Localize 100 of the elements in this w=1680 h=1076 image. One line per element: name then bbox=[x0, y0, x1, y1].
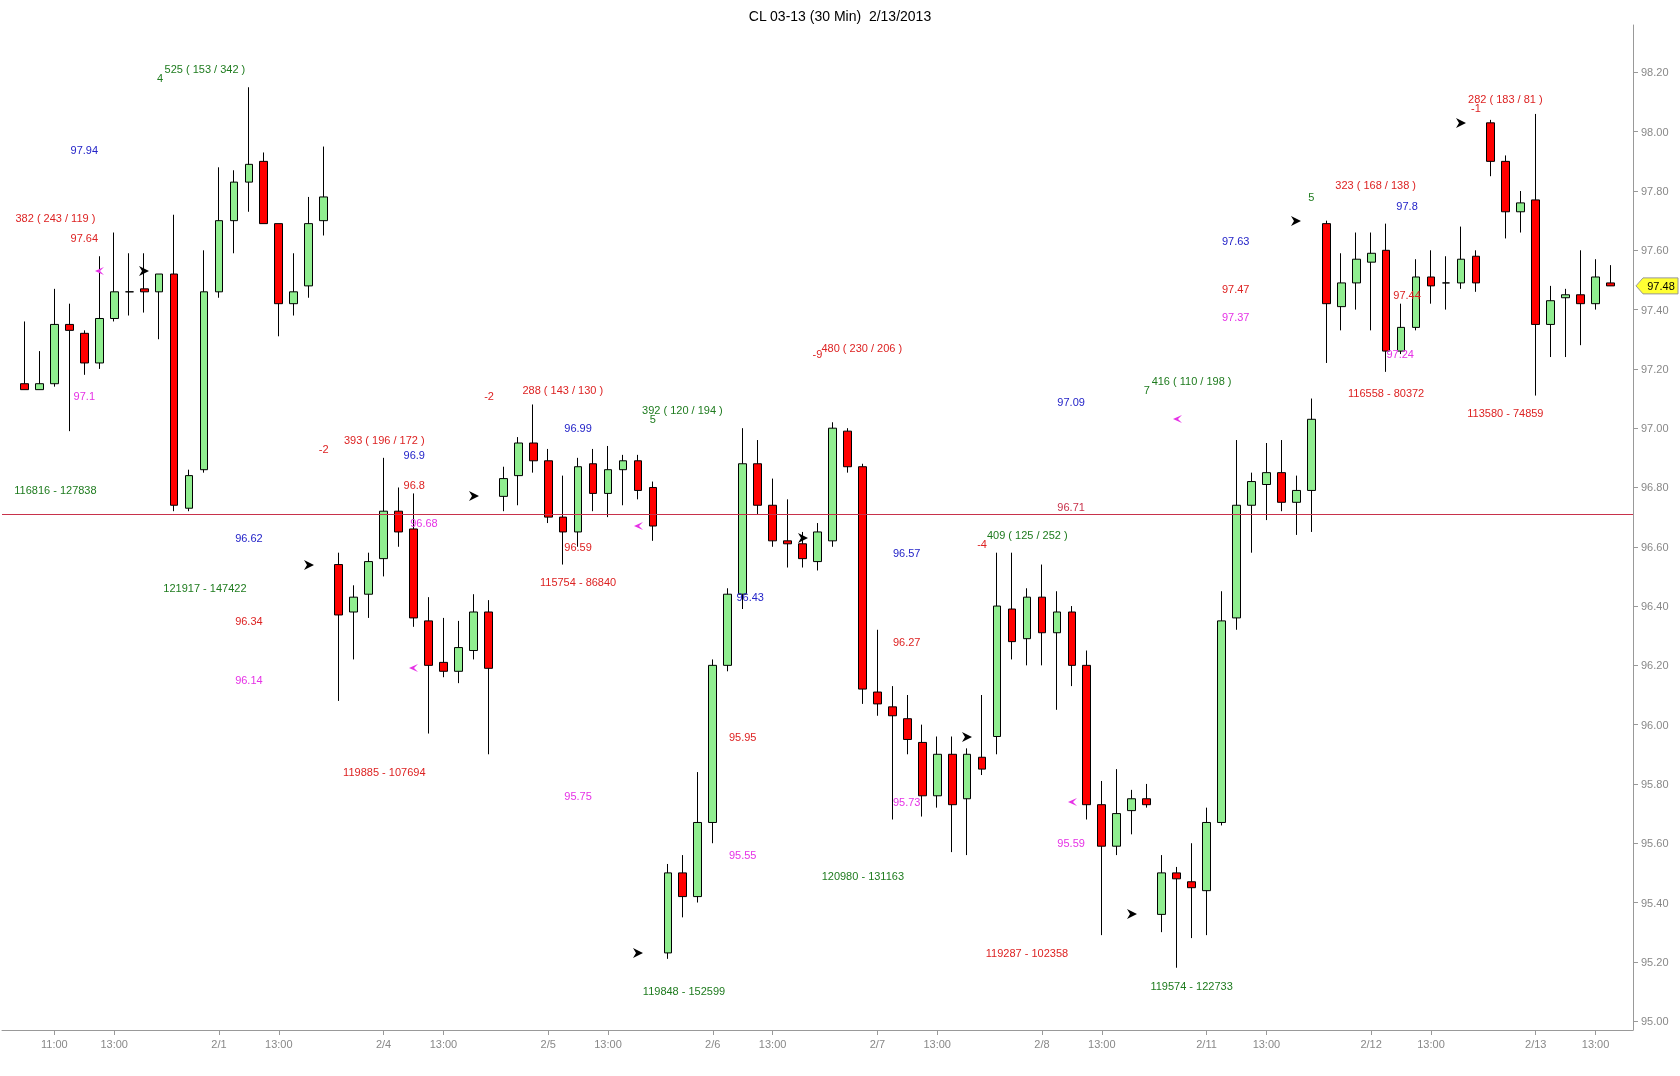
candlestick bbox=[858, 463, 867, 705]
annotation: 4 bbox=[156, 72, 164, 85]
x-tick-label: 2/6 bbox=[705, 1037, 721, 1050]
candlestick bbox=[1516, 190, 1525, 234]
candlestick bbox=[873, 629, 882, 717]
candlestick bbox=[379, 457, 388, 577]
candlestick bbox=[1142, 783, 1151, 809]
candlestick bbox=[753, 439, 762, 515]
candlestick bbox=[933, 736, 942, 809]
candlestick bbox=[1097, 780, 1106, 936]
candlestick bbox=[604, 445, 612, 518]
y-tick-label: 95.80 bbox=[1641, 777, 1669, 790]
candlestick bbox=[1322, 220, 1331, 364]
candlestick bbox=[723, 587, 732, 672]
annotation: 95.55 bbox=[728, 849, 757, 862]
candlestick bbox=[1531, 113, 1540, 397]
annotation: 382 ( 243 / 119 ) bbox=[15, 211, 96, 224]
y-tick-label: 95.40 bbox=[1641, 896, 1669, 909]
y-tick-label: 96.60 bbox=[1641, 540, 1669, 553]
candlestick bbox=[978, 694, 986, 776]
candlestick bbox=[1427, 249, 1435, 305]
candlestick bbox=[649, 481, 657, 542]
x-tick-label: 13:00 bbox=[265, 1037, 293, 1050]
y-tick-label: 96.40 bbox=[1641, 600, 1669, 613]
candlestick bbox=[768, 478, 777, 548]
annotation: 95.59 bbox=[1057, 837, 1085, 850]
annotation: 116816 - 127838 bbox=[14, 484, 97, 497]
x-tick-label: 2/4 bbox=[375, 1037, 392, 1050]
candlestick bbox=[693, 771, 702, 904]
candlestick bbox=[783, 498, 792, 569]
candlestick bbox=[1591, 258, 1600, 311]
candlestick bbox=[1247, 472, 1256, 554]
candlestick bbox=[484, 599, 493, 755]
candlestick bbox=[1232, 439, 1241, 631]
annotation: 97.09 bbox=[1057, 395, 1085, 408]
annotation: 96.9 bbox=[403, 448, 425, 461]
y-tick-label: 97.40 bbox=[1641, 303, 1669, 316]
candlestick bbox=[95, 255, 104, 370]
x-tick-label: 13:00 bbox=[758, 1037, 787, 1050]
candlestick bbox=[1292, 475, 1301, 536]
y-tick-label: 98.00 bbox=[1641, 125, 1669, 138]
annotation: 119287 - 102358 bbox=[985, 946, 1069, 959]
annotation: -4 bbox=[977, 537, 987, 550]
candlestick bbox=[1606, 264, 1615, 287]
candlestick bbox=[20, 320, 29, 391]
annotation: 97.63 bbox=[1221, 235, 1250, 248]
x-tick-label: 13:00 bbox=[100, 1037, 128, 1050]
candlestick bbox=[155, 273, 163, 340]
y-tick-label: 98.20 bbox=[1641, 66, 1669, 79]
candlestick bbox=[619, 454, 627, 506]
x-tick-label: 13:00 bbox=[1088, 1037, 1116, 1050]
y-tick-label: 95.20 bbox=[1641, 955, 1669, 968]
candlestick bbox=[259, 151, 268, 225]
annotation: 5 bbox=[1308, 190, 1315, 203]
candlestick bbox=[1157, 854, 1166, 933]
annotation: 119848 - 152599 bbox=[642, 985, 726, 998]
candlestick bbox=[110, 232, 119, 322]
y-tick-label: 96.80 bbox=[1641, 481, 1669, 494]
candlestick bbox=[1023, 587, 1031, 666]
candlestick bbox=[215, 166, 223, 299]
candlestick bbox=[993, 552, 1001, 755]
x-tick-label: 2/13 bbox=[1525, 1037, 1547, 1050]
x-tick-label: 13:00 bbox=[1581, 1037, 1610, 1050]
x-tick-label: 13:00 bbox=[923, 1037, 951, 1050]
candlestick bbox=[499, 466, 508, 512]
x-tick-label: 2/12 bbox=[1360, 1037, 1382, 1050]
annotation: 95.75 bbox=[564, 789, 592, 802]
annotation: 7 bbox=[1143, 383, 1150, 396]
candlestick bbox=[319, 146, 328, 236]
chart-title: CL 03-13 (30 Min) 2/13/2013 bbox=[748, 8, 932, 24]
candlestick bbox=[1486, 119, 1495, 177]
candlestick bbox=[664, 863, 672, 960]
y-tick-label: 97.80 bbox=[1641, 185, 1669, 198]
candlestick bbox=[918, 724, 927, 818]
candlestick bbox=[1068, 605, 1076, 687]
candlestick bbox=[1367, 232, 1376, 331]
y-tick-label: 96.20 bbox=[1641, 659, 1669, 672]
candlestick bbox=[1217, 590, 1226, 826]
x-tick-label: 2/1 bbox=[211, 1037, 227, 1050]
annotation: 121917 - 147422 bbox=[163, 582, 247, 595]
candlestick bbox=[50, 288, 59, 388]
x-tick-label: 2/5 bbox=[540, 1037, 556, 1050]
candlestick bbox=[1008, 552, 1016, 660]
candlestick bbox=[334, 552, 343, 702]
candlestick bbox=[1053, 590, 1061, 711]
annotation: 96.27 bbox=[892, 635, 921, 648]
candlestick bbox=[1082, 650, 1091, 821]
y-tick-label: 95.60 bbox=[1641, 837, 1669, 850]
candlestick bbox=[125, 252, 134, 317]
candlestick bbox=[230, 169, 238, 254]
candlestick bbox=[1172, 866, 1181, 969]
candlestick bbox=[589, 448, 597, 512]
annotation: 119574 - 122733 bbox=[1150, 979, 1233, 992]
x-tick-label: 2/8 bbox=[1034, 1037, 1050, 1050]
x-tick-label: 13:00 bbox=[1417, 1037, 1445, 1050]
annotation: 95.73 bbox=[892, 795, 921, 808]
y-tick-label: 96.00 bbox=[1641, 718, 1669, 731]
annotation: 95.95 bbox=[728, 730, 757, 743]
candlestick bbox=[1457, 226, 1465, 290]
candlestick bbox=[35, 350, 44, 391]
